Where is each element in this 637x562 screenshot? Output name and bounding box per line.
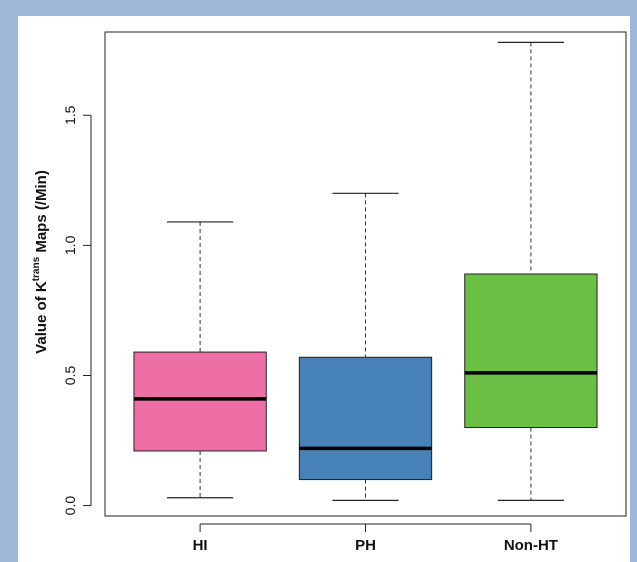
y-axis-title: Value of Ktrans Maps (/Min) <box>31 170 50 354</box>
y-axis-title-prefix: Value of K <box>33 281 50 354</box>
x-tick-label: HI <box>193 537 208 554</box>
iqr-box <box>298 356 433 481</box>
y-tick-label: 1.0 <box>62 235 78 255</box>
plot-frame <box>104 31 627 517</box>
boxplot-chart: 0.0 0.5 1.0 1.5 HI PH Non-HT Value of Ktrans M… <box>31 31 627 554</box>
x-tick-label: Non-HT <box>504 537 558 554</box>
y-tick-label: 0.0 <box>62 496 78 516</box>
iqr-box <box>464 273 598 429</box>
y-axis-title-superscript: trans <box>31 256 42 281</box>
y-axis-title-suffix: Maps (/Min) <box>33 170 50 257</box>
chart-panel: 0.0 0.5 1.0 1.5 HI PH Non-HT Value of Ktrans M… <box>18 16 630 562</box>
y-tick-label: 0.5 <box>62 366 78 386</box>
plot-area: 0.0 0.5 1.0 1.5 HI PH Non-HT <box>62 31 627 554</box>
iqr-box <box>133 351 267 452</box>
x-tick-label: PH <box>355 537 376 554</box>
y-tick-label: 1.5 <box>62 105 78 125</box>
